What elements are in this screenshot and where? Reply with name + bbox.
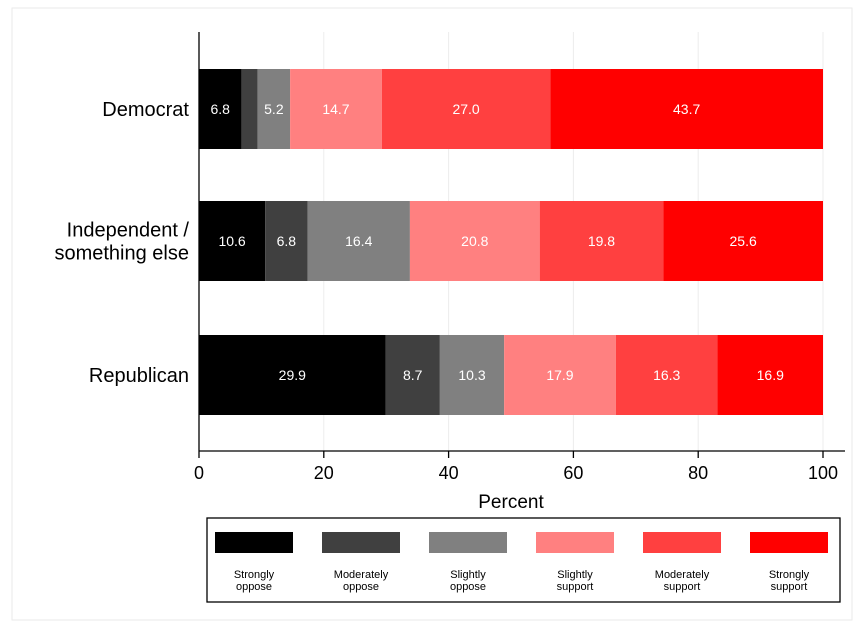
bar-segment — [290, 69, 382, 149]
bar-segment — [307, 201, 410, 281]
legend-label: Slightly — [557, 569, 593, 581]
bar-segment — [615, 335, 718, 415]
bar-segment — [241, 69, 258, 149]
bar-data-label: 16.9 — [757, 367, 784, 383]
legend-label: support — [664, 581, 701, 593]
bar-data-label: 16.3 — [653, 367, 680, 383]
legend-swatch — [215, 532, 293, 553]
bar-data-label: 43.7 — [673, 101, 700, 117]
legend-label: Moderately — [334, 569, 389, 581]
bar-segment — [550, 69, 823, 149]
x-tick-label: 100 — [808, 463, 838, 483]
bar-data-label: 10.3 — [458, 367, 485, 383]
legend-label: oppose — [450, 581, 486, 593]
legend-label: support — [557, 581, 594, 593]
legend-label: oppose — [236, 581, 272, 593]
bar-segment — [439, 335, 505, 415]
bar-data-label: 10.6 — [218, 233, 245, 249]
bar-data-label: 6.8 — [277, 233, 297, 249]
bars: 6.8 5.2 14.7 27.0 43.7 10.6 6.8 16.4 20.8 19.8 25.… — [199, 69, 823, 415]
bar-segment — [199, 335, 386, 415]
legend-label: Strongly — [769, 569, 810, 581]
x-tick-label: 80 — [688, 463, 708, 483]
category-label: something else — [54, 243, 189, 265]
bar-data-label: 5.2 — [264, 101, 284, 117]
bar-segment — [199, 69, 242, 149]
plot-frame — [11, 7, 853, 621]
x-tick-label: 60 — [563, 463, 583, 483]
x-axis-title: Percent — [478, 492, 544, 513]
legend-label: Moderately — [655, 569, 710, 581]
bar-data-label: 20.8 — [461, 233, 488, 249]
bar-segment — [409, 201, 540, 281]
bar-segment — [717, 335, 823, 415]
bar-segment — [539, 201, 664, 281]
legend-box — [206, 517, 841, 603]
category-label: Independent / — [67, 220, 190, 242]
bar-data-label: 8.7 — [403, 367, 423, 383]
legend-label: Strongly — [234, 569, 275, 581]
legend-swatch — [429, 532, 507, 553]
bar-data-label: 6.8 — [210, 101, 230, 117]
x-tick-label: 20 — [314, 463, 334, 483]
axes: Democrat Independent /something else Repub… — [54, 32, 845, 513]
bar-segment — [385, 335, 440, 415]
bar-segment — [663, 201, 823, 281]
bar-segment — [257, 69, 291, 149]
legend-swatch — [322, 532, 400, 553]
bar-segment — [199, 201, 266, 281]
legend: StronglyopposeModeratelyopposeSlightlyop… — [206, 517, 841, 603]
category-label: Republican — [89, 365, 189, 387]
bar-data-label: 19.8 — [588, 233, 615, 249]
category-label: Democrat — [102, 99, 189, 121]
legend-swatch — [536, 532, 614, 553]
bar-data-label: 17.9 — [546, 367, 573, 383]
bar-data-label: 27.0 — [452, 101, 479, 117]
legend-swatch — [643, 532, 721, 553]
bar-segment — [504, 335, 616, 415]
bar-data-label: 14.7 — [322, 101, 349, 117]
x-tick-label: 0 — [194, 463, 204, 483]
legend-label: support — [771, 581, 808, 593]
x-tick-label: 40 — [439, 463, 459, 483]
legend-swatch — [750, 532, 828, 553]
legend-label: Slightly — [450, 569, 486, 581]
bar-segment — [265, 201, 308, 281]
legend-label: oppose — [343, 581, 379, 593]
bar-data-label: 16.4 — [345, 233, 372, 249]
bar-data-label: 25.6 — [730, 233, 757, 249]
bar-segment — [381, 69, 551, 149]
bar-data-label: 29.9 — [279, 367, 306, 383]
